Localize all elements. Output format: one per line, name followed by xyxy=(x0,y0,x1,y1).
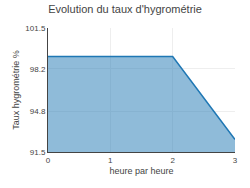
svg-text:98.2: 98.2 xyxy=(30,65,46,74)
svg-text:1: 1 xyxy=(108,156,113,165)
svg-text:Evolution du taux d'hygrométri: Evolution du taux d'hygrométrie xyxy=(48,3,202,15)
svg-text:94.8: 94.8 xyxy=(30,107,46,116)
svg-text:Taux hygrométrie %: Taux hygrométrie % xyxy=(11,50,21,130)
svg-text:heure par heure: heure par heure xyxy=(109,166,173,176)
svg-text:3: 3 xyxy=(233,156,238,165)
svg-text:0: 0 xyxy=(46,156,51,165)
svg-text:2: 2 xyxy=(170,156,175,165)
svg-text:101.5: 101.5 xyxy=(25,24,46,33)
svg-text:91.5: 91.5 xyxy=(30,148,46,157)
